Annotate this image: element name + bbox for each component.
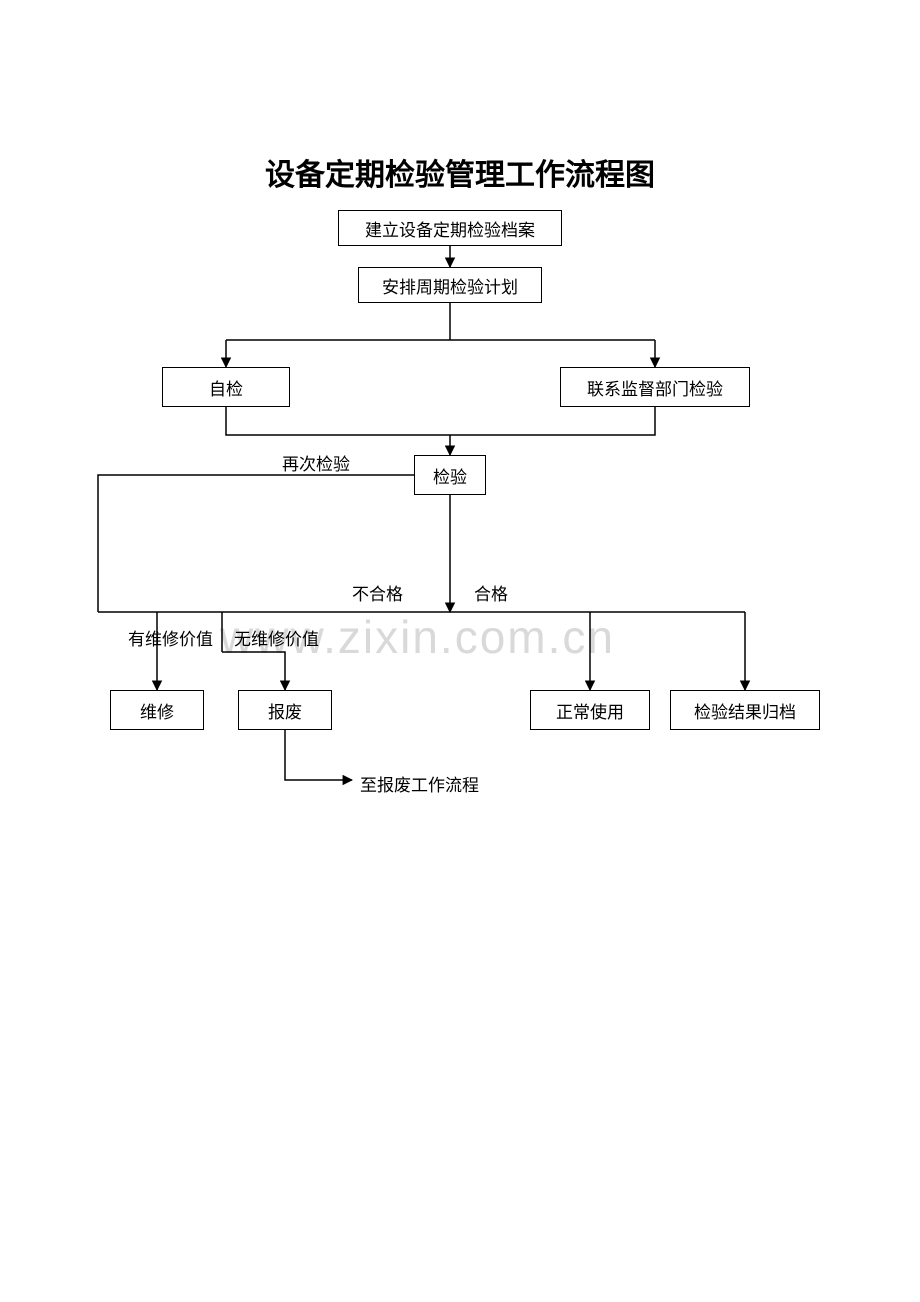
label-pass: 合格 bbox=[474, 580, 508, 605]
edge-e5 bbox=[450, 407, 655, 435]
node-establish-archive: 建立设备定期检验档案 bbox=[338, 210, 562, 246]
connector-layer bbox=[0, 0, 920, 1302]
node-repair: 维修 bbox=[110, 690, 204, 730]
edge-e15 bbox=[285, 730, 352, 780]
label-has-repair-val: 有维修价值 bbox=[128, 625, 213, 650]
edge-e4 bbox=[226, 407, 450, 435]
label-recheck: 再次检验 bbox=[282, 450, 350, 475]
label-fail: 不合格 bbox=[352, 580, 403, 605]
node-contact-supervision: 联系监督部门检验 bbox=[560, 367, 750, 407]
node-normal-use: 正常使用 bbox=[530, 690, 650, 730]
node-arrange-plan: 安排周期检验计划 bbox=[358, 267, 542, 303]
node-self-inspect: 自检 bbox=[162, 367, 290, 407]
chart-title: 设备定期检验管理工作流程图 bbox=[0, 150, 920, 194]
label-no-repair-val: 无维修价值 bbox=[234, 625, 319, 650]
node-archive-result: 检验结果归档 bbox=[670, 690, 820, 730]
flowchart-canvas: www.zixin.com.cn 设备定期检验管理工作流程图 建立设备定期检验档… bbox=[0, 0, 920, 1302]
edge-e12 bbox=[222, 652, 285, 690]
node-scrap: 报废 bbox=[238, 690, 332, 730]
label-to-scrap-flow: 至报废工作流程 bbox=[360, 771, 479, 796]
node-inspect: 检验 bbox=[414, 455, 486, 495]
